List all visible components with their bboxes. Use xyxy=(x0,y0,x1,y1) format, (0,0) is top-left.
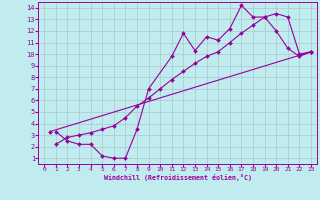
X-axis label: Windchill (Refroidissement éolien,°C): Windchill (Refroidissement éolien,°C) xyxy=(104,174,252,181)
